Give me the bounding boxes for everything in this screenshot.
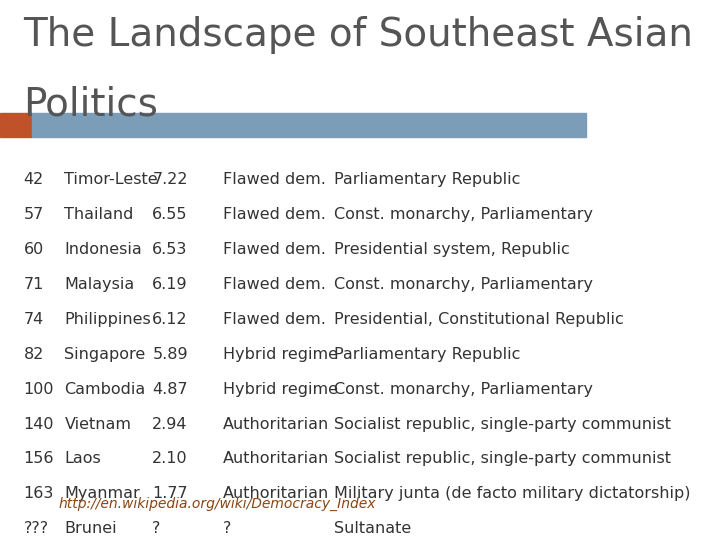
Text: Indonesia: Indonesia <box>64 242 142 257</box>
Text: Sultanate: Sultanate <box>334 521 411 536</box>
Text: Presidential, Constitutional Republic: Presidential, Constitutional Republic <box>334 312 624 327</box>
Text: 7.22: 7.22 <box>153 172 188 187</box>
Text: Authoritarian: Authoritarian <box>222 487 329 502</box>
Text: ?: ? <box>153 521 161 536</box>
Text: 74: 74 <box>24 312 44 327</box>
FancyBboxPatch shape <box>0 113 32 137</box>
Text: 6.53: 6.53 <box>153 242 188 257</box>
Text: Const. monarchy, Parliamentary: Const. monarchy, Parliamentary <box>334 277 593 292</box>
Text: Socialist republic, single-party communist: Socialist republic, single-party communi… <box>334 416 671 431</box>
Text: Politics: Politics <box>24 86 158 124</box>
Text: Myanmar: Myanmar <box>64 487 140 502</box>
Text: 163: 163 <box>24 487 54 502</box>
Text: 57: 57 <box>24 207 44 222</box>
Text: 6.19: 6.19 <box>153 277 188 292</box>
Text: 82: 82 <box>24 347 44 362</box>
Text: Laos: Laos <box>64 451 102 467</box>
Text: 42: 42 <box>24 172 44 187</box>
Text: Philippines: Philippines <box>64 312 151 327</box>
Text: Presidential system, Republic: Presidential system, Republic <box>334 242 570 257</box>
Text: 2.10: 2.10 <box>153 451 188 467</box>
Text: Vietnam: Vietnam <box>64 416 132 431</box>
Text: Parliamentary Republic: Parliamentary Republic <box>334 347 521 362</box>
Text: Hybrid regime: Hybrid regime <box>222 347 338 362</box>
Text: Malaysia: Malaysia <box>64 277 135 292</box>
Text: Authoritarian: Authoritarian <box>222 416 329 431</box>
Text: ?: ? <box>222 521 231 536</box>
Text: 140: 140 <box>24 416 54 431</box>
Text: 6.55: 6.55 <box>153 207 188 222</box>
Text: 100: 100 <box>24 382 54 396</box>
Text: 2.94: 2.94 <box>153 416 188 431</box>
Text: Brunei: Brunei <box>64 521 117 536</box>
Text: 71: 71 <box>24 277 44 292</box>
Text: 1.77: 1.77 <box>153 487 188 502</box>
Text: Authoritarian: Authoritarian <box>222 451 329 467</box>
Text: Military junta (de facto military dictatorship): Military junta (de facto military dictat… <box>334 487 690 502</box>
Text: Flawed dem.: Flawed dem. <box>222 312 325 327</box>
Text: 4.87: 4.87 <box>153 382 188 396</box>
Text: The Landscape of Southeast Asian: The Landscape of Southeast Asian <box>24 16 693 54</box>
Text: 60: 60 <box>24 242 44 257</box>
Text: http://en.wikipedia.org/wiki/Democracy_Index: http://en.wikipedia.org/wiki/Democracy_I… <box>58 496 376 511</box>
FancyBboxPatch shape <box>32 113 586 137</box>
Text: Cambodia: Cambodia <box>64 382 145 396</box>
Text: Socialist republic, single-party communist: Socialist republic, single-party communi… <box>334 451 671 467</box>
Text: Flawed dem.: Flawed dem. <box>222 172 325 187</box>
Text: Thailand: Thailand <box>64 207 134 222</box>
Text: 156: 156 <box>24 451 54 467</box>
Text: Const. monarchy, Parliamentary: Const. monarchy, Parliamentary <box>334 207 593 222</box>
Text: Const. monarchy, Parliamentary: Const. monarchy, Parliamentary <box>334 382 593 396</box>
Text: Hybrid regime: Hybrid regime <box>222 382 338 396</box>
Text: Singapore: Singapore <box>64 347 145 362</box>
Text: Flawed dem.: Flawed dem. <box>222 277 325 292</box>
Text: Flawed dem.: Flawed dem. <box>222 207 325 222</box>
Text: ???: ??? <box>24 521 48 536</box>
Text: 6.12: 6.12 <box>153 312 188 327</box>
Text: 5.89: 5.89 <box>153 347 188 362</box>
Text: Parliamentary Republic: Parliamentary Republic <box>334 172 521 187</box>
Text: Timor-Leste: Timor-Leste <box>64 172 158 187</box>
Text: Flawed dem.: Flawed dem. <box>222 242 325 257</box>
